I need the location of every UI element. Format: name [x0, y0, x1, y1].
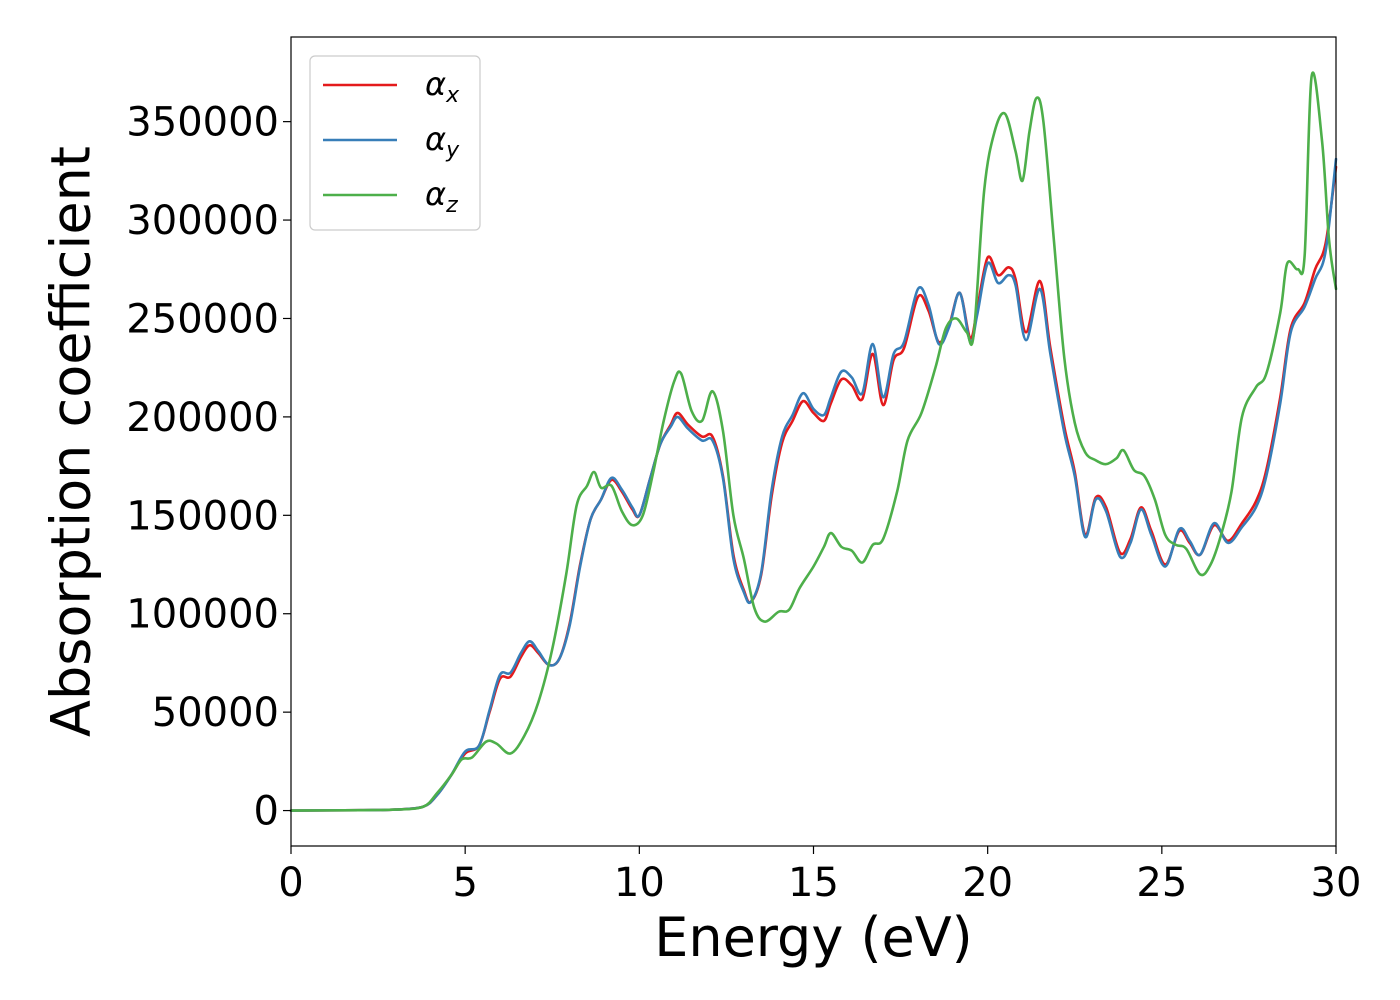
x-tick-label: 20: [962, 860, 1013, 906]
y-tick-label: 250000: [126, 296, 279, 342]
legend-label-z: αz: [425, 175, 458, 218]
series-line-z: [289, 71, 1338, 812]
series-layer: [289, 71, 1338, 812]
y-tick-label: 150000: [126, 493, 279, 539]
y-tick-label: 200000: [126, 395, 279, 441]
legend-label-x: αx: [425, 65, 460, 108]
y-tick-label: 0: [254, 789, 279, 835]
x-tick-label: 25: [1136, 860, 1187, 906]
x-axis-label: Energy (eV): [654, 906, 973, 969]
x-tick-label: 15: [788, 860, 839, 906]
y-tick-label: 100000: [126, 592, 279, 638]
y-axis: 0 50000 100000 150000 200000 250000 300000 3500…: [126, 100, 291, 835]
legend: αx αy αz: [309, 55, 481, 231]
y-tick-label: 300000: [126, 198, 279, 244]
legend-frame: [309, 55, 481, 231]
x-tick-label: 5: [452, 860, 477, 906]
x-tick-label: 0: [278, 860, 303, 906]
series-line-y: [289, 157, 1338, 812]
x-tick-label: 10: [614, 860, 665, 906]
y-tick-label: 350000: [126, 100, 279, 146]
y-axis-label: Absorption coefficient: [40, 146, 103, 737]
x-tick-label: 30: [1311, 860, 1362, 906]
x-axis: 0 5 10 15 20 25 30: [278, 846, 1361, 906]
legend-label-y: αy: [425, 120, 460, 163]
y-tick-label: 50000: [152, 690, 279, 736]
